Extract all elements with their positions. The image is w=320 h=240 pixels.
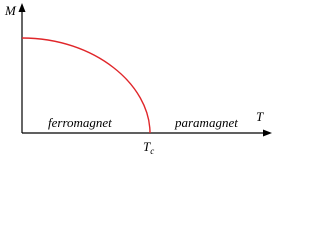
diagram: M T ferromagnet paramagnet Tc: [4, 3, 272, 156]
ferromagnet-label: ferromagnet: [48, 115, 112, 130]
x-axis-arrow: [263, 129, 272, 137]
y-axis-arrow: [18, 3, 26, 12]
critical-temperature-sub: c: [150, 146, 154, 156]
critical-temperature-label: Tc: [143, 139, 154, 156]
y-axis-label: M: [4, 3, 17, 18]
x-axis-label: T: [256, 109, 264, 124]
critical-temperature-main: T: [143, 139, 151, 154]
paramagnet-label: paramagnet: [174, 115, 238, 130]
page: M T ferromagnet paramagnet Tc (() => { c…: [4, 3, 272, 156]
magnetization-curve: [21, 37, 151, 134]
